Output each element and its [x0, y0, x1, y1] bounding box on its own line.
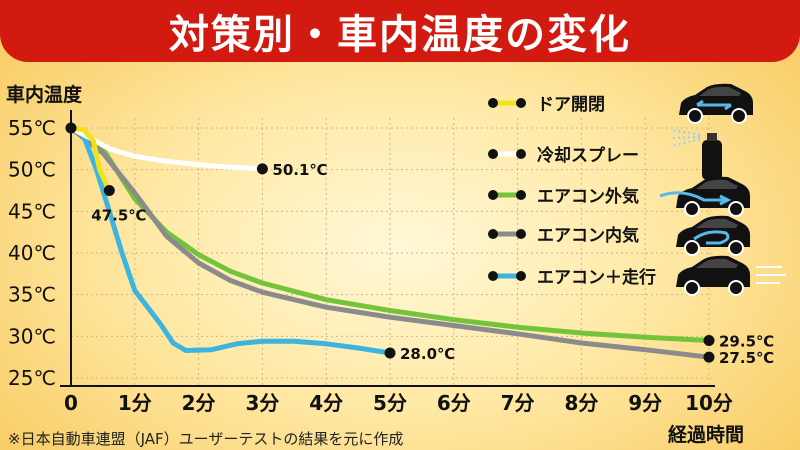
legend-dot — [516, 271, 526, 281]
series-line — [68, 125, 112, 193]
legend-dot — [488, 229, 498, 239]
legend-dot — [516, 98, 526, 108]
series-line — [68, 125, 393, 356]
x-tick-label: 10分 — [685, 391, 733, 415]
x-tick-label: 0 — [64, 391, 78, 415]
spray-can-icon — [671, 129, 722, 180]
footnote: ※日本自動車連盟（JAF）ユーザーテストの結果を元に作成 — [8, 430, 404, 448]
x-tick-label: 7分 — [501, 391, 535, 415]
legend-dot — [488, 149, 498, 159]
y-tick-label: 45℃ — [8, 199, 56, 223]
page-title: 対策別・車内温度の変化 — [169, 12, 631, 58]
data-point — [103, 185, 115, 196]
data-point — [703, 335, 715, 346]
y-tick-label: 35℃ — [8, 283, 56, 307]
x-tick-label: 6分 — [437, 391, 471, 415]
legend-dot — [488, 98, 498, 108]
legend-dot — [516, 149, 526, 159]
car-outside-air-icon — [659, 176, 750, 217]
x-tick-label: 2分 — [182, 391, 216, 415]
series-line — [68, 125, 712, 360]
legend-dot — [516, 190, 526, 200]
legend-label: エアコン＋走行 — [537, 267, 656, 288]
y-tick-label: 40℃ — [8, 241, 56, 265]
end-value-label: 28.0℃ — [400, 345, 455, 363]
start-point — [65, 122, 77, 134]
title-banner: 対策別・車内温度の変化 — [0, 0, 800, 62]
data-point — [703, 351, 715, 363]
car-driving-icon — [676, 255, 786, 296]
x-tick-label: 9分 — [628, 391, 662, 415]
legend-label: 冷却スプレー — [537, 145, 639, 166]
data-point — [384, 347, 396, 359]
legend-dot — [516, 229, 526, 239]
legend-label: エアコン外気 — [537, 186, 639, 207]
x-tick-label: 5分 — [373, 391, 407, 415]
grid — [70, 118, 712, 385]
end-value-label: 29.5℃ — [719, 333, 774, 351]
y-tick-label: 25℃ — [8, 366, 56, 390]
legend-label: エアコン内気 — [537, 225, 639, 246]
x-tick-label: 4分 — [309, 391, 343, 415]
x-tick-label: 1分 — [118, 391, 152, 415]
y-tick-label: 30℃ — [8, 324, 56, 348]
legend-label: ドア開閉 — [537, 95, 605, 115]
x-tick-label: 8分 — [564, 391, 598, 415]
end-value-label: 47.5℃ — [91, 207, 146, 225]
car-fan-icon — [679, 83, 753, 124]
end-value-label: 50.1℃ — [272, 161, 327, 179]
end-value-label: 27.5℃ — [719, 349, 774, 367]
legend-dot — [488, 271, 498, 281]
x-tick-label: 3分 — [245, 391, 279, 415]
car-recirculation-icon — [676, 215, 750, 256]
data-point — [256, 163, 268, 175]
y-tick-label: 50℃ — [8, 158, 56, 182]
y-tick-label: 55℃ — [8, 116, 56, 140]
y-axis-label: 車内温度 — [6, 83, 83, 106]
x-axis-label: 経過時間 — [668, 423, 744, 446]
legend-dot — [488, 190, 498, 200]
